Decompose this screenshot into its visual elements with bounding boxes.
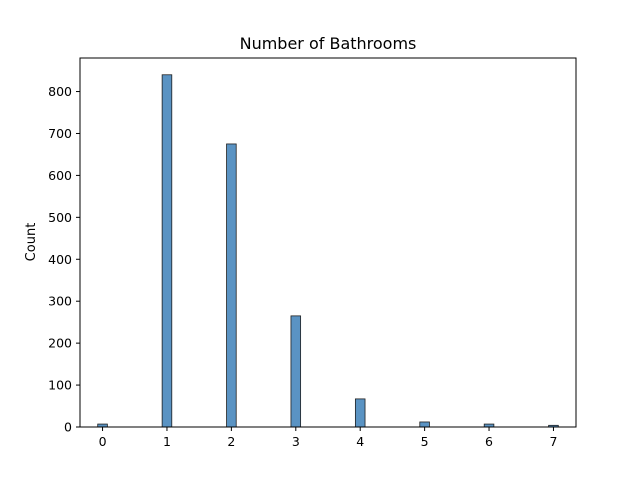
- y-axis-label: Count: [24, 223, 39, 262]
- x-tick-label: 0: [99, 434, 107, 449]
- y-tick-label: 200: [48, 336, 72, 351]
- x-axis-ticks: 0 1 2 3 4 5 6 7: [99, 427, 557, 449]
- x-tick-label: 2: [227, 434, 235, 449]
- x-tick-label: 6: [485, 434, 493, 449]
- plot-frame: [79, 57, 577, 428]
- y-tick-label: 300: [48, 294, 72, 309]
- x-tick-label: 5: [421, 434, 429, 449]
- y-tick-label: 700: [48, 126, 72, 141]
- histogram-bar-4: [354, 398, 366, 428]
- x-tick-label: 4: [356, 434, 364, 449]
- y-tick-label: 400: [48, 252, 72, 267]
- y-tick-label: 800: [48, 84, 72, 99]
- chart-title: Number of Bathrooms: [240, 34, 417, 53]
- x-tick-label: 3: [292, 434, 300, 449]
- histogram-bar-3: [290, 315, 302, 428]
- histogram-bar-1: [161, 74, 173, 428]
- y-tick-label: 600: [48, 168, 72, 183]
- x-tick-label: 7: [549, 434, 557, 449]
- x-tick-label: 1: [163, 434, 171, 449]
- y-axis-ticks: 0 100 200 300 400 500 600 700 800: [48, 84, 80, 435]
- y-tick-label: 0: [64, 420, 72, 435]
- histogram-bar-5: [419, 421, 430, 428]
- y-tick-label: 500: [48, 210, 72, 225]
- y-tick-label: 100: [48, 378, 72, 393]
- histogram-bar-2: [226, 143, 237, 428]
- bars-group: [97, 74, 559, 428]
